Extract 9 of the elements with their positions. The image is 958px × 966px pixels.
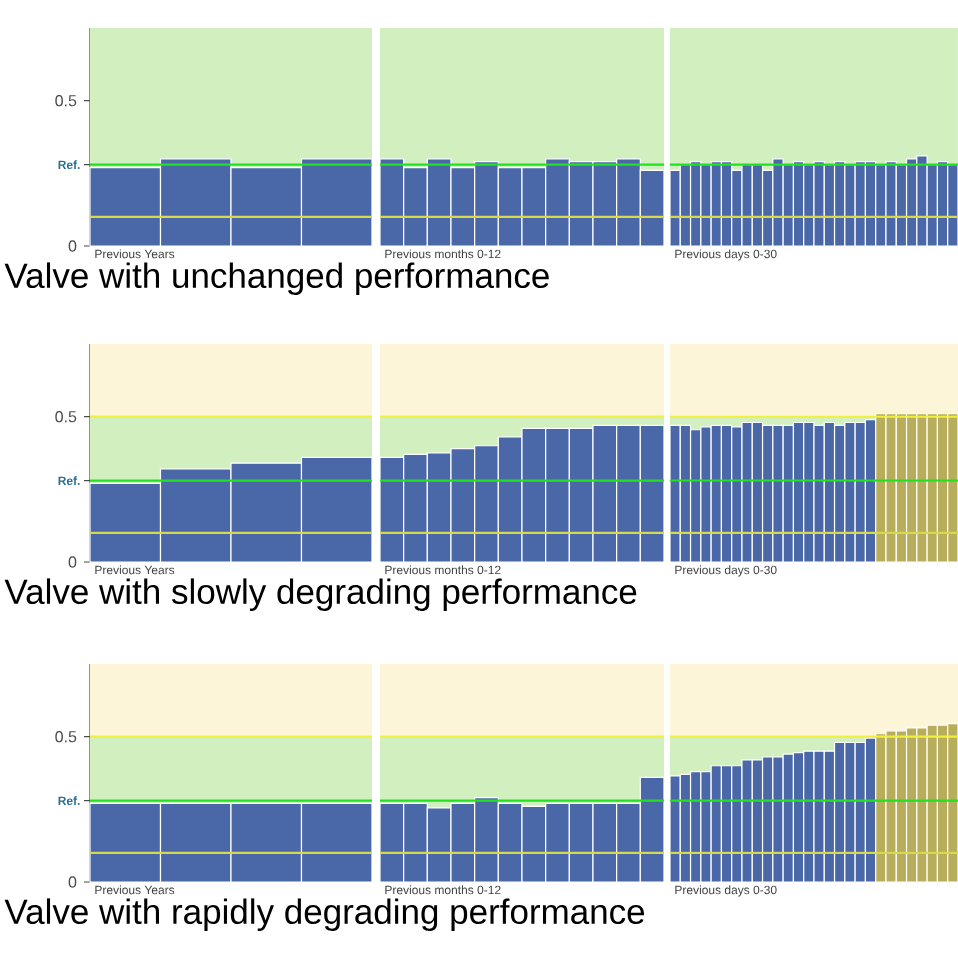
y-tick-label: 0.5 (55, 95, 77, 107)
text: Valve with slowly degrading performance (4, 578, 637, 612)
text: Valve with rapidly degrading performance (4, 898, 645, 932)
y-tick-label: 0 (68, 876, 77, 888)
y-tick-label: 0.5 (55, 411, 77, 423)
text: Valve with unchanged performance (4, 262, 549, 296)
y-tick-label: 0 (68, 240, 77, 252)
y-tick-label: 0 (68, 556, 77, 568)
y-tick-label: 0.5 (55, 731, 77, 743)
